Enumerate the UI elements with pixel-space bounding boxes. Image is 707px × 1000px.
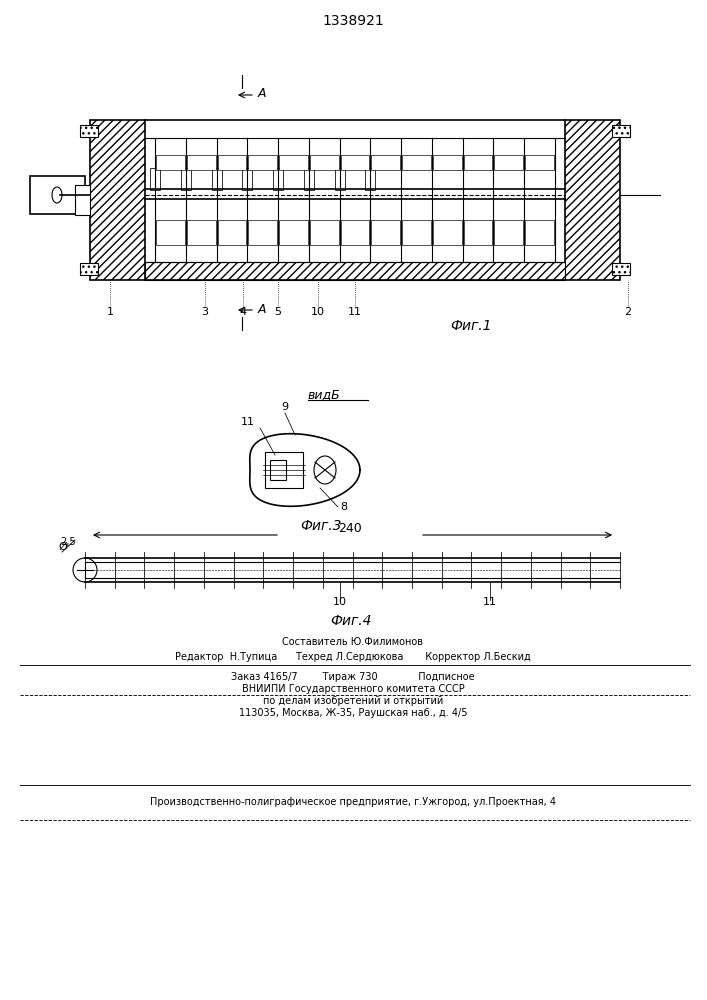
Text: А: А [258,87,267,100]
Text: Фиг.1: Фиг.1 [450,319,491,333]
Bar [156,220,185,245]
Ellipse shape [314,456,336,484]
Text: ВНИИПИ Государственного комитета СССР: ВНИИПИ Государственного комитета СССР [242,684,464,694]
Bar [265,452,303,488]
Text: А: А [258,303,267,316]
Text: 113035, Москва, Ж-35, Раушская наб., д. 4/5: 113035, Москва, Ж-35, Раушская наб., д. … [239,708,467,718]
Bar [402,155,431,170]
Text: Ø: Ø [58,542,66,552]
Bar [187,155,216,170]
Bar [525,155,554,170]
Bar [402,220,431,245]
Bar [80,125,98,137]
Bar [371,220,400,245]
Bar [494,155,523,170]
Bar [366,168,375,190]
Bar [90,120,145,280]
Bar [310,155,339,170]
Bar [243,168,252,190]
Text: видБ: видБ [308,388,341,401]
Bar [310,220,339,245]
Bar [156,155,185,170]
Text: 3: 3 [201,307,209,317]
Bar [304,168,314,190]
Bar [273,168,283,190]
Bar [612,263,630,275]
Text: 10: 10 [333,597,347,607]
Bar [181,168,191,190]
Text: 11: 11 [348,307,362,317]
Bar [218,155,246,170]
Bar [433,220,462,245]
Bar [494,220,523,245]
Circle shape [73,558,97,582]
Text: 5: 5 [274,307,281,317]
Bar [248,155,277,170]
Bar [371,155,400,170]
Text: 2: 2 [624,307,631,317]
Text: 10: 10 [311,307,325,317]
Bar [90,120,145,280]
Bar [433,155,462,170]
Bar [248,220,277,245]
Text: Производственно-полиграфическое предприятие, г.Ужгород, ул.Проектная, 4: Производственно-полиграфическое предприя… [150,797,556,807]
Bar [565,120,620,280]
Text: Заказ 4165/7        Тираж 730             Подписное: Заказ 4165/7 Тираж 730 Подписное [231,672,475,682]
Bar [341,220,369,245]
Text: 9: 9 [281,402,288,412]
Bar [270,460,286,480]
Bar [464,220,493,245]
Bar [525,220,554,245]
Text: 240: 240 [338,522,362,535]
Bar [334,168,344,190]
Bar [464,155,493,170]
Text: 4: 4 [240,307,247,317]
Text: Редактор  Н.Тупица      Техред Л.Сердюкова       Корректор Л.Бескид: Редактор Н.Тупица Техред Л.Сердюкова Кор… [175,652,531,662]
Polygon shape [250,434,360,506]
Text: 1: 1 [107,307,114,317]
Bar [150,168,160,190]
Bar [30,176,85,214]
Bar [612,125,630,137]
Text: Фиг.3: Фиг.3 [300,519,341,533]
Text: Фиг.4: Фиг.4 [330,614,371,628]
Text: Составитель Ю.Филимонов: Составитель Ю.Филимонов [283,637,423,647]
Text: 11: 11 [483,597,497,607]
Bar [80,263,98,275]
Bar [218,220,246,245]
Bar [187,220,216,245]
Text: 11: 11 [241,417,255,427]
Bar [341,155,369,170]
Bar [145,262,565,280]
Text: 8: 8 [340,502,347,512]
Text: 1338921: 1338921 [322,14,384,28]
Bar [211,168,221,190]
Text: по делам изобретений и открытий: по делам изобретений и открытий [263,696,443,706]
Bar [565,120,620,280]
Bar [279,155,308,170]
Bar [75,185,90,215]
Text: 2,5: 2,5 [60,537,76,547]
Bar [279,220,308,245]
Ellipse shape [52,187,62,203]
